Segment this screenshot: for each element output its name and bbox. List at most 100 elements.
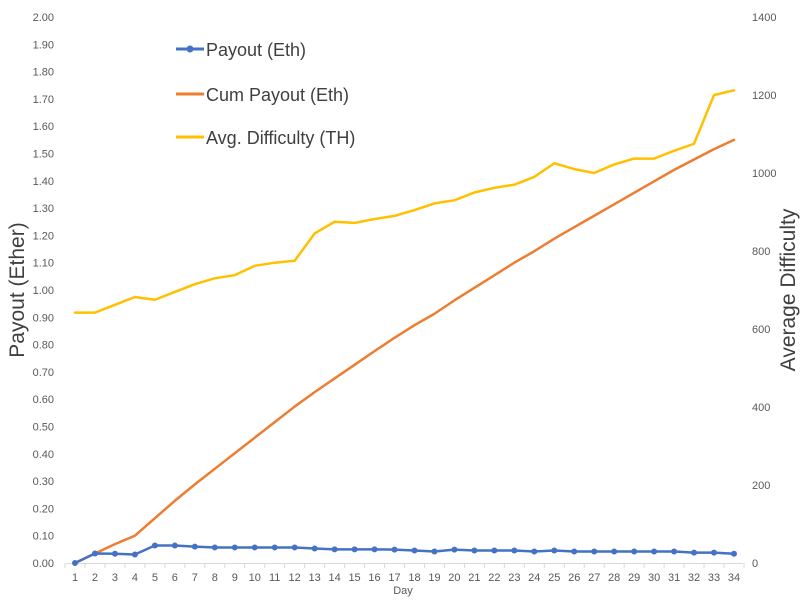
legend-label-payout: Payout (Eth) (206, 40, 306, 60)
y2-tick-label-2: 400 (752, 402, 770, 414)
y-tick-label-4: 0.40 (33, 449, 54, 461)
y-tick-label-19: 1.90 (33, 39, 54, 51)
x-tick-label-9: 10 (249, 572, 261, 584)
series-0-point-33 (731, 550, 737, 557)
y-tick-label-0: 0.00 (33, 558, 54, 570)
y2-tick-label-4: 800 (752, 246, 770, 258)
y-tick-label-17: 1.70 (33, 94, 54, 106)
legend-item-payout: Payout (Eth) (176, 40, 306, 60)
y-tick-label-20: 2.00 (33, 12, 54, 24)
y-tick-label-13: 1.30 (33, 203, 54, 215)
y-tick-label-12: 1.20 (33, 230, 54, 242)
x-axis-ticks (64, 563, 745, 568)
x-tick-label-5: 6 (172, 572, 178, 584)
y-axis-title: Payout (Ether) (6, 222, 29, 357)
series-0-point-28 (631, 548, 638, 555)
left-axis-tick-labels: 0.00 0.10 0.20 0.30 0.40 0.50 0.60 0.70 0.80 0.90… (33, 12, 54, 570)
x-tick-label-30: 31 (668, 572, 680, 584)
series-0-point-14 (351, 546, 358, 553)
y2-axis-title: Average Difficulty (777, 208, 800, 371)
y-tick-label-11: 1.10 (33, 258, 54, 270)
y-tick-label-18: 1.80 (33, 67, 54, 79)
y-tick-label-8: 0.80 (33, 340, 54, 352)
y-tick-label-9: 0.90 (33, 312, 54, 324)
x-tick-label-14: 15 (348, 572, 360, 584)
x-tick-label-13: 14 (328, 572, 340, 584)
y2-tick-label-3: 600 (752, 324, 770, 336)
x-tick-label-11: 12 (289, 572, 301, 584)
series-0-point-5 (171, 542, 178, 549)
y-tick-label-5: 0.50 (33, 422, 54, 434)
series-line-1 (73, 138, 736, 565)
x-tick-label-31: 32 (688, 572, 700, 584)
y2-tick-label-6: 1200 (752, 90, 776, 102)
series-0 (72, 542, 737, 566)
series-0-point-25 (571, 548, 578, 555)
series-0-point-21 (491, 547, 498, 554)
series-0-point-26 (591, 548, 598, 555)
y-tick-label-6: 0.60 (33, 394, 54, 406)
x-tick-label-27: 28 (608, 572, 620, 584)
legend-label-cum-payout: Cum Payout (Eth) (206, 85, 349, 105)
series-0-point-9 (251, 544, 258, 551)
series-line-2 (73, 89, 736, 314)
x-tick-label-10: 11 (269, 572, 280, 584)
y2-tick-label-0: 0 (752, 558, 758, 570)
series-0-point-15 (371, 546, 378, 553)
series-0-point-2 (111, 550, 118, 557)
series-0-point-31 (691, 549, 698, 556)
x-tick-label-2: 3 (112, 572, 118, 584)
x-tick-label-16: 17 (388, 572, 400, 584)
x-tick-label-7: 8 (212, 572, 218, 584)
y2-tick-label-1: 200 (752, 480, 770, 492)
series-0-point-12 (311, 545, 318, 552)
x-tick-label-23: 24 (528, 572, 540, 584)
x-tick-label-33: 34 (728, 572, 740, 584)
legend-label-avg-difficulty: Avg. Difficulty (TH) (206, 128, 355, 148)
series-0-point-17 (411, 547, 418, 554)
x-tick-label-28: 29 (628, 572, 640, 584)
series-0-point-24 (551, 547, 558, 554)
y-tick-label-16: 1.60 (33, 121, 54, 133)
series-2 (73, 89, 736, 314)
series-0-point-18 (431, 548, 438, 555)
series-0-point-32 (711, 549, 718, 556)
legend: Payout (Eth) Cum Payout (Eth) Avg. Diffi… (176, 40, 355, 148)
y-tick-label-7: 0.70 (33, 367, 54, 379)
series-0-point-6 (191, 543, 198, 550)
series-0-point-27 (611, 548, 618, 555)
x-tick-label-22: 23 (508, 572, 520, 584)
series-line-0 (73, 544, 736, 565)
x-axis-tick-labels: 1 2 3 4 5 6 7 8 9 10 11 12 13 14 15 16 17 18 19 20 21 22 23 24 2… (72, 572, 740, 584)
x-tick-label-0: 1 (72, 572, 78, 584)
x-tick-label-26: 27 (588, 572, 600, 584)
series-0-point-16 (391, 546, 398, 553)
right-axis-tick-labels: 0 200 400 600 800 1000 1200 1400 (752, 12, 776, 570)
series-0-point-1 (91, 550, 98, 557)
y-tick-label-1: 0.10 (33, 531, 54, 543)
series-0-point-23 (531, 548, 538, 555)
series-0-point-11 (291, 544, 298, 551)
series-0-point-20 (471, 547, 478, 554)
y-tick-label-2: 0.20 (33, 503, 54, 515)
series-0-point-10 (271, 544, 278, 551)
x-tick-label-21: 22 (488, 572, 500, 584)
x-tick-label-17: 18 (408, 572, 420, 584)
series-0-point-4 (151, 542, 158, 549)
x-tick-label-18: 19 (428, 572, 440, 584)
series-0-point-8 (231, 544, 238, 551)
series-0-point-29 (651, 548, 658, 555)
x-tick-label-24: 25 (548, 572, 560, 584)
series-0-point-0 (72, 560, 78, 566)
x-tick-label-4: 5 (152, 572, 158, 584)
x-tick-label-20: 21 (468, 572, 480, 584)
x-tick-label-32: 33 (708, 572, 720, 584)
x-tick-label-19: 20 (448, 572, 460, 584)
x-tick-label-1: 2 (92, 572, 98, 584)
series-0-point-30 (671, 548, 678, 555)
y-tick-label-14: 1.40 (33, 176, 54, 188)
x-tick-label-29: 30 (648, 572, 660, 584)
x-tick-label-12: 13 (309, 572, 321, 584)
